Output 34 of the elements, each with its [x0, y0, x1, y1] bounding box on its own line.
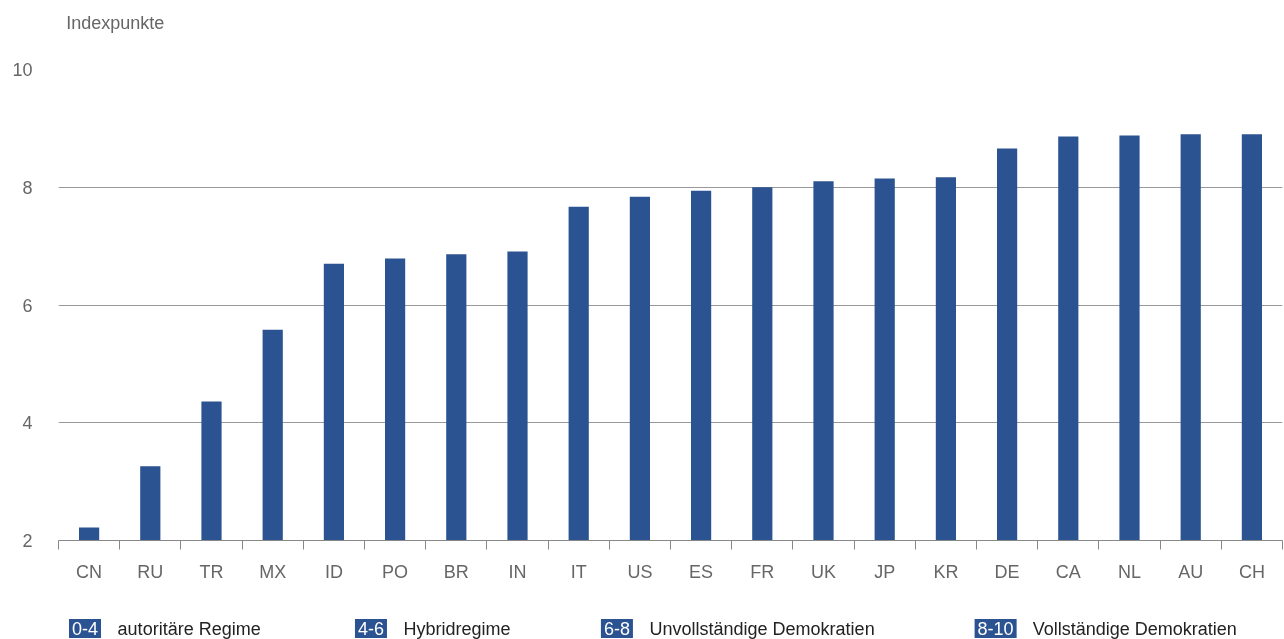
x-tick-label: MX — [259, 561, 287, 582]
x-tick-label: TR — [199, 561, 224, 582]
x-tick-label: US — [627, 561, 653, 582]
x-tick-label: ES — [689, 561, 714, 582]
x-tick-label: PO — [382, 561, 409, 582]
x-tick-label: FR — [750, 561, 775, 582]
y-tick-label: 8 — [22, 177, 33, 198]
text: 8-10 — [977, 619, 1014, 639]
x-tick-label: ID — [324, 561, 343, 582]
text: 4-6 — [357, 619, 384, 639]
x-tick-label: BR — [443, 561, 469, 582]
x-tick-label: JP — [874, 561, 896, 582]
text: autoritäre Regime — [117, 618, 261, 639]
x-tick-label: CN — [76, 561, 103, 582]
y-tick-label: 10 — [12, 60, 33, 80]
x-tick-label: IT — [570, 561, 587, 582]
text: Vollständige Demokratien — [1032, 618, 1237, 639]
x-tick-label: KR — [933, 561, 959, 582]
text: Hybridregime — [403, 618, 511, 639]
y-tick-label: 2 — [22, 531, 33, 551]
y-tick-label: 6 — [22, 295, 33, 316]
x-tick-label: IN — [508, 561, 527, 582]
text: 6-8 — [603, 619, 630, 639]
x-tick-label: DE — [994, 561, 1020, 582]
x-tick-label: CH — [1238, 561, 1265, 582]
x-tick-label: CA — [1055, 561, 1081, 582]
text: Unvollständige Demokratien — [649, 618, 875, 639]
y-tick-label: 4 — [22, 413, 33, 434]
text: 0-4 — [71, 619, 98, 639]
x-tick-label: AU — [1178, 561, 1204, 582]
y-axis-title: Indexpunkte — [66, 12, 165, 33]
x-tick-label: UK — [811, 561, 837, 582]
x-tick-label: NL — [1118, 561, 1142, 582]
x-tick-label: RU — [137, 561, 164, 582]
